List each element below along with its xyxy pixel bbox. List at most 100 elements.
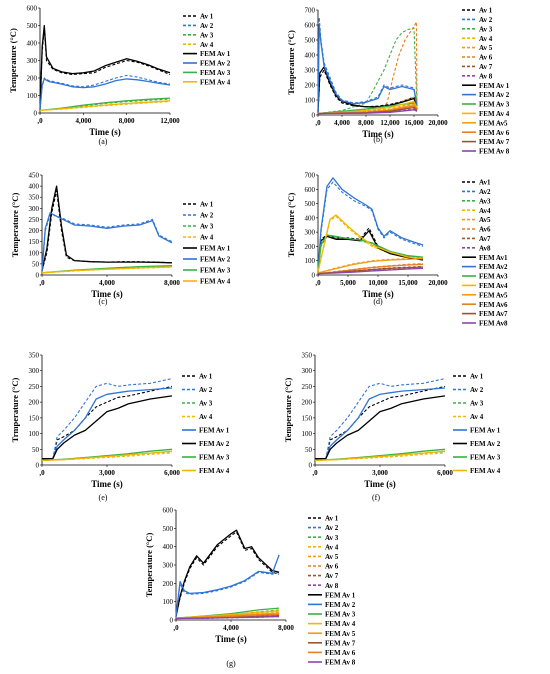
series-line-fem-av8 bbox=[317, 267, 424, 275]
y-tick-label: 350 bbox=[29, 352, 40, 360]
legend-entry: Av 6 bbox=[479, 54, 493, 62]
y-axis-label: Temperature (°C) bbox=[283, 378, 293, 443]
series-line-fem-av-3 bbox=[39, 97, 171, 112]
y-axis-label: Temperature (°C) bbox=[144, 533, 154, 598]
legend-entry: Av 2 bbox=[199, 386, 213, 394]
series-line-fem-av-1 bbox=[175, 529, 280, 617]
legend-entry: FEM Av 1 bbox=[470, 427, 501, 435]
legend-entry: FEM Av 4 bbox=[200, 278, 231, 286]
series-line-fem-av-1 bbox=[315, 387, 446, 460]
x-tick-label: ,0 bbox=[39, 279, 45, 287]
y-tick-label: 700 bbox=[305, 172, 316, 180]
y-tick-label: 400 bbox=[305, 214, 316, 222]
series-line-fem-av-4 bbox=[314, 450, 446, 461]
legend-entry: FEM Av 4 bbox=[470, 467, 501, 475]
series-line-fem-av-4 bbox=[41, 266, 173, 274]
series-line-fem-av-4 bbox=[39, 100, 171, 112]
legend-entry: Av 7 bbox=[325, 572, 339, 580]
legend-entry: Av 1 bbox=[479, 7, 493, 15]
legend-entry: FEM Av 7 bbox=[479, 138, 510, 146]
series-line-fem-av4 bbox=[317, 214, 424, 273]
legend-entry: Av2 bbox=[479, 188, 491, 196]
y-tick-label: 0 bbox=[312, 272, 316, 280]
series-line-av2 bbox=[317, 181, 424, 273]
y-tick-label: 500 bbox=[305, 200, 316, 208]
y-tick-label: 600 bbox=[163, 507, 174, 515]
legend-entry: FEM Av 6 bbox=[325, 649, 356, 657]
x-axis-label: Time (s) bbox=[362, 129, 394, 139]
panel-label: (g) bbox=[226, 659, 236, 668]
series-line-fem-av-2 bbox=[317, 24, 418, 113]
series-line-av-1 bbox=[315, 385, 446, 460]
legend-entry: Av 3 bbox=[200, 31, 214, 39]
x-tick-label: 4,000 bbox=[75, 117, 91, 125]
x-tick-label: 12,000 bbox=[160, 117, 180, 125]
y-tick-label: 200 bbox=[305, 82, 316, 90]
legend-entry: FEM Av 4 bbox=[479, 110, 510, 118]
legend-entry: Av8 bbox=[479, 244, 491, 252]
panel-label: (f) bbox=[372, 493, 380, 502]
x-tick-label: ,0 bbox=[315, 119, 321, 127]
legend-entry: Av 1 bbox=[325, 515, 339, 523]
x-tick-label: ,0 bbox=[312, 469, 318, 477]
y-tick-label: 100 bbox=[305, 257, 316, 265]
x-axis-label: Time (s) bbox=[215, 634, 247, 644]
y-tick-label: 0 bbox=[36, 462, 40, 470]
y-tick-label: 600 bbox=[27, 5, 38, 13]
series-line-av-2 bbox=[41, 214, 173, 271]
series-line-fem-av-2 bbox=[39, 78, 171, 110]
series-line-fem-av-2 bbox=[42, 395, 173, 460]
legend-entry: Av 5 bbox=[325, 553, 339, 561]
legend-entry: Av 2 bbox=[200, 22, 214, 30]
legend-entry: Av 1 bbox=[200, 201, 214, 209]
legend-entry: Av7 bbox=[479, 235, 491, 243]
legend-entry: FEM Av2 bbox=[479, 263, 508, 271]
legend-entry: FEM Av 3 bbox=[200, 69, 231, 77]
y-tick-label: 700 bbox=[305, 7, 316, 15]
y-tick-label: 600 bbox=[305, 186, 316, 194]
y-tick-label: 100 bbox=[302, 430, 313, 438]
y-tick-label: 200 bbox=[27, 75, 38, 83]
x-tick-label: 15,000 bbox=[398, 279, 418, 287]
y-tick-label: 200 bbox=[305, 243, 316, 251]
legend-entry: Av 4 bbox=[200, 234, 214, 242]
series-line-fem-av-2 bbox=[41, 212, 173, 271]
panel-d: 0 100 200 300 400 500 600 700 ,0 5,000 10,000 15,00… bbox=[286, 172, 508, 328]
y-tick-label: 0 bbox=[36, 272, 40, 280]
y-tick-label: 150 bbox=[302, 414, 313, 422]
legend-entry: Av3 bbox=[479, 197, 491, 205]
series-line-fem-av-8 bbox=[175, 615, 280, 620]
y-tick-label: 350 bbox=[302, 352, 313, 360]
series-line-av-1 bbox=[317, 69, 418, 113]
series-line-av-2 bbox=[317, 16, 418, 113]
panel-c: 0 50 100 150 200 250 300 350 400 450 ,0 4,000 8,000 T… bbox=[10, 172, 231, 307]
series-line-av5 bbox=[317, 257, 424, 274]
y-tick-label: 300 bbox=[27, 57, 38, 65]
y-axis-label: Temperature (°C) bbox=[8, 28, 18, 93]
legend-entry: FEM Av7 bbox=[479, 310, 508, 318]
legend-entry: Av 8 bbox=[479, 72, 493, 80]
y-tick-label: 300 bbox=[305, 229, 316, 237]
y-tick-label: 50 bbox=[32, 260, 40, 268]
y-axis-label: Temperature (°C) bbox=[286, 30, 296, 95]
x-tick-label: ,0 bbox=[39, 469, 45, 477]
y-tick-label: 250 bbox=[29, 216, 40, 224]
x-tick-label: ,0 bbox=[37, 117, 43, 125]
panel-label: (d) bbox=[373, 297, 383, 306]
legend-entry: Av 3 bbox=[325, 534, 339, 542]
y-tick-label: 200 bbox=[29, 399, 40, 407]
legend-entry: FEM Av 3 bbox=[325, 611, 356, 619]
legend-entry: Av 1 bbox=[470, 373, 484, 381]
panel-b: 0 100 200 300 400 500 600 700 ,0 4,000 8,000 12,000… bbox=[286, 7, 510, 156]
series-line-fem-av-1 bbox=[39, 24, 171, 110]
legend-entry: FEM Av 4 bbox=[200, 78, 231, 86]
legend-entry: Av 3 bbox=[479, 25, 493, 33]
x-tick-label: 8,000 bbox=[358, 119, 374, 127]
legend-entry: FEM Av 2 bbox=[479, 91, 510, 99]
y-tick-label: 300 bbox=[29, 367, 40, 375]
series-line-av-1 bbox=[39, 28, 171, 110]
y-tick-label: 500 bbox=[163, 525, 174, 533]
